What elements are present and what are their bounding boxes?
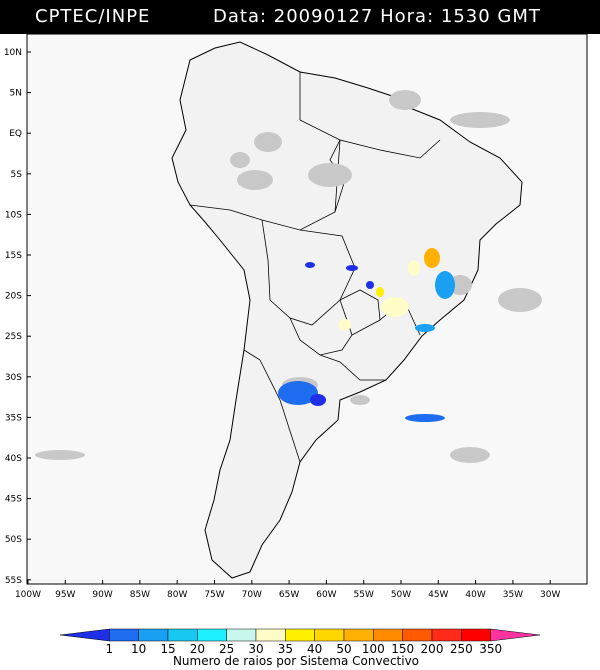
colorbar-label: 40 <box>307 642 322 656</box>
header-datetime: Data: 20090127 Hora: 1530 GMT <box>213 6 541 27</box>
lon-label: 90W <box>92 590 112 600</box>
convective-system <box>424 248 440 268</box>
colorbar-label: 20 <box>190 642 205 656</box>
convective-systems <box>278 248 455 422</box>
colorbar-label: 200 <box>421 642 444 656</box>
colorbar-label: 35 <box>278 642 293 656</box>
colorbar-segment <box>138 628 169 642</box>
lon-label: 75W <box>204 590 224 600</box>
convective-system <box>346 265 358 271</box>
lat-label: 20S <box>5 292 22 302</box>
convective-system <box>366 281 374 289</box>
convective-system <box>305 262 315 268</box>
longitude-labels: 100W 95W 90W 85W 80W 75W 70W 65W 60W 55W 50W 45W 40W… <box>15 580 560 600</box>
lon-label: 35W <box>503 590 523 600</box>
lat-label: 5N <box>10 89 22 99</box>
lon-label: 80W <box>167 590 187 600</box>
lat-label: 45S <box>5 495 22 505</box>
colorbar-label: 50 <box>336 642 351 656</box>
lat-label: 50S <box>5 535 22 545</box>
lat-label: 10N <box>4 48 22 58</box>
colorbar-segment <box>402 628 433 642</box>
convective-system <box>339 319 351 331</box>
convective-system <box>405 414 445 422</box>
lon-label: 95W <box>55 590 75 600</box>
lat-label: 10S <box>5 210 22 220</box>
lon-label: 60W <box>316 590 336 600</box>
convective-system <box>435 271 455 299</box>
colorbar-label: 10 <box>131 642 146 656</box>
colorbar-segment <box>490 628 541 642</box>
lon-label: 100W <box>15 590 41 600</box>
lon-label: 55W <box>354 590 374 600</box>
colorbar-label: 350 <box>479 642 502 656</box>
colorbar-label: 150 <box>391 642 414 656</box>
lat-label: 35S <box>5 413 22 423</box>
colorbar-segment <box>373 628 403 642</box>
colorbar-segment <box>59 628 110 642</box>
colorbar-label: 25 <box>219 642 234 656</box>
latitude-labels: 10N 5N EQ 5S 10S 15S 20S 25S 30S 35S 40S 45S 50S 55S <box>4 48 31 586</box>
lat-label: EQ <box>9 129 22 139</box>
colorbar-segment <box>431 628 462 642</box>
lat-label: 40S <box>5 454 22 464</box>
colorbar-segment <box>285 628 315 642</box>
lat-label: 15S <box>5 251 22 261</box>
lat-label: 25S <box>5 332 22 342</box>
colorbar-segment <box>109 628 139 642</box>
convective-system <box>381 297 409 317</box>
colorbar-segment <box>343 628 374 642</box>
colorbar-labels: 1 10 15 20 25 30 35 40 50 100 150 200 250 350 <box>106 642 503 656</box>
colorbar-segment <box>314 628 345 642</box>
lon-label: 85W <box>130 590 150 600</box>
convective-system <box>408 260 420 276</box>
colorbar-segment <box>461 628 491 642</box>
colorbar-segment <box>226 628 257 642</box>
convective-system <box>415 324 435 332</box>
lon-label: 70W <box>242 590 262 600</box>
convective-system <box>278 381 318 405</box>
header-bar: CPTEC/INPE Data: 20090127 Hora: 1530 GMT <box>0 0 600 34</box>
colorbar-title: Numero de raios por Sistema Convectivo <box>173 654 419 668</box>
colorbar-label: 100 <box>362 642 385 656</box>
colorbar-segment <box>197 628 227 642</box>
colorbar-segment <box>255 628 286 642</box>
colorbar-label: 30 <box>248 642 263 656</box>
lat-label: 55S <box>5 576 22 586</box>
lon-label: 50W <box>391 590 411 600</box>
lon-label: 40W <box>465 590 485 600</box>
lat-label: 30S <box>5 373 22 383</box>
colorbar-label: 250 <box>450 642 473 656</box>
convective-system <box>310 394 326 406</box>
lon-label: 65W <box>279 590 299 600</box>
header-title: CPTEC/INPE <box>35 6 151 27</box>
convective-system <box>376 287 384 297</box>
colorbar-label: 15 <box>160 642 175 656</box>
colorbar-segment <box>167 628 198 642</box>
lon-label: 30W <box>540 590 560 600</box>
colorbar-label: 1 <box>106 642 114 656</box>
lon-label: 45W <box>428 590 448 600</box>
colorbar <box>59 628 541 642</box>
lat-label: 5S <box>11 170 23 180</box>
